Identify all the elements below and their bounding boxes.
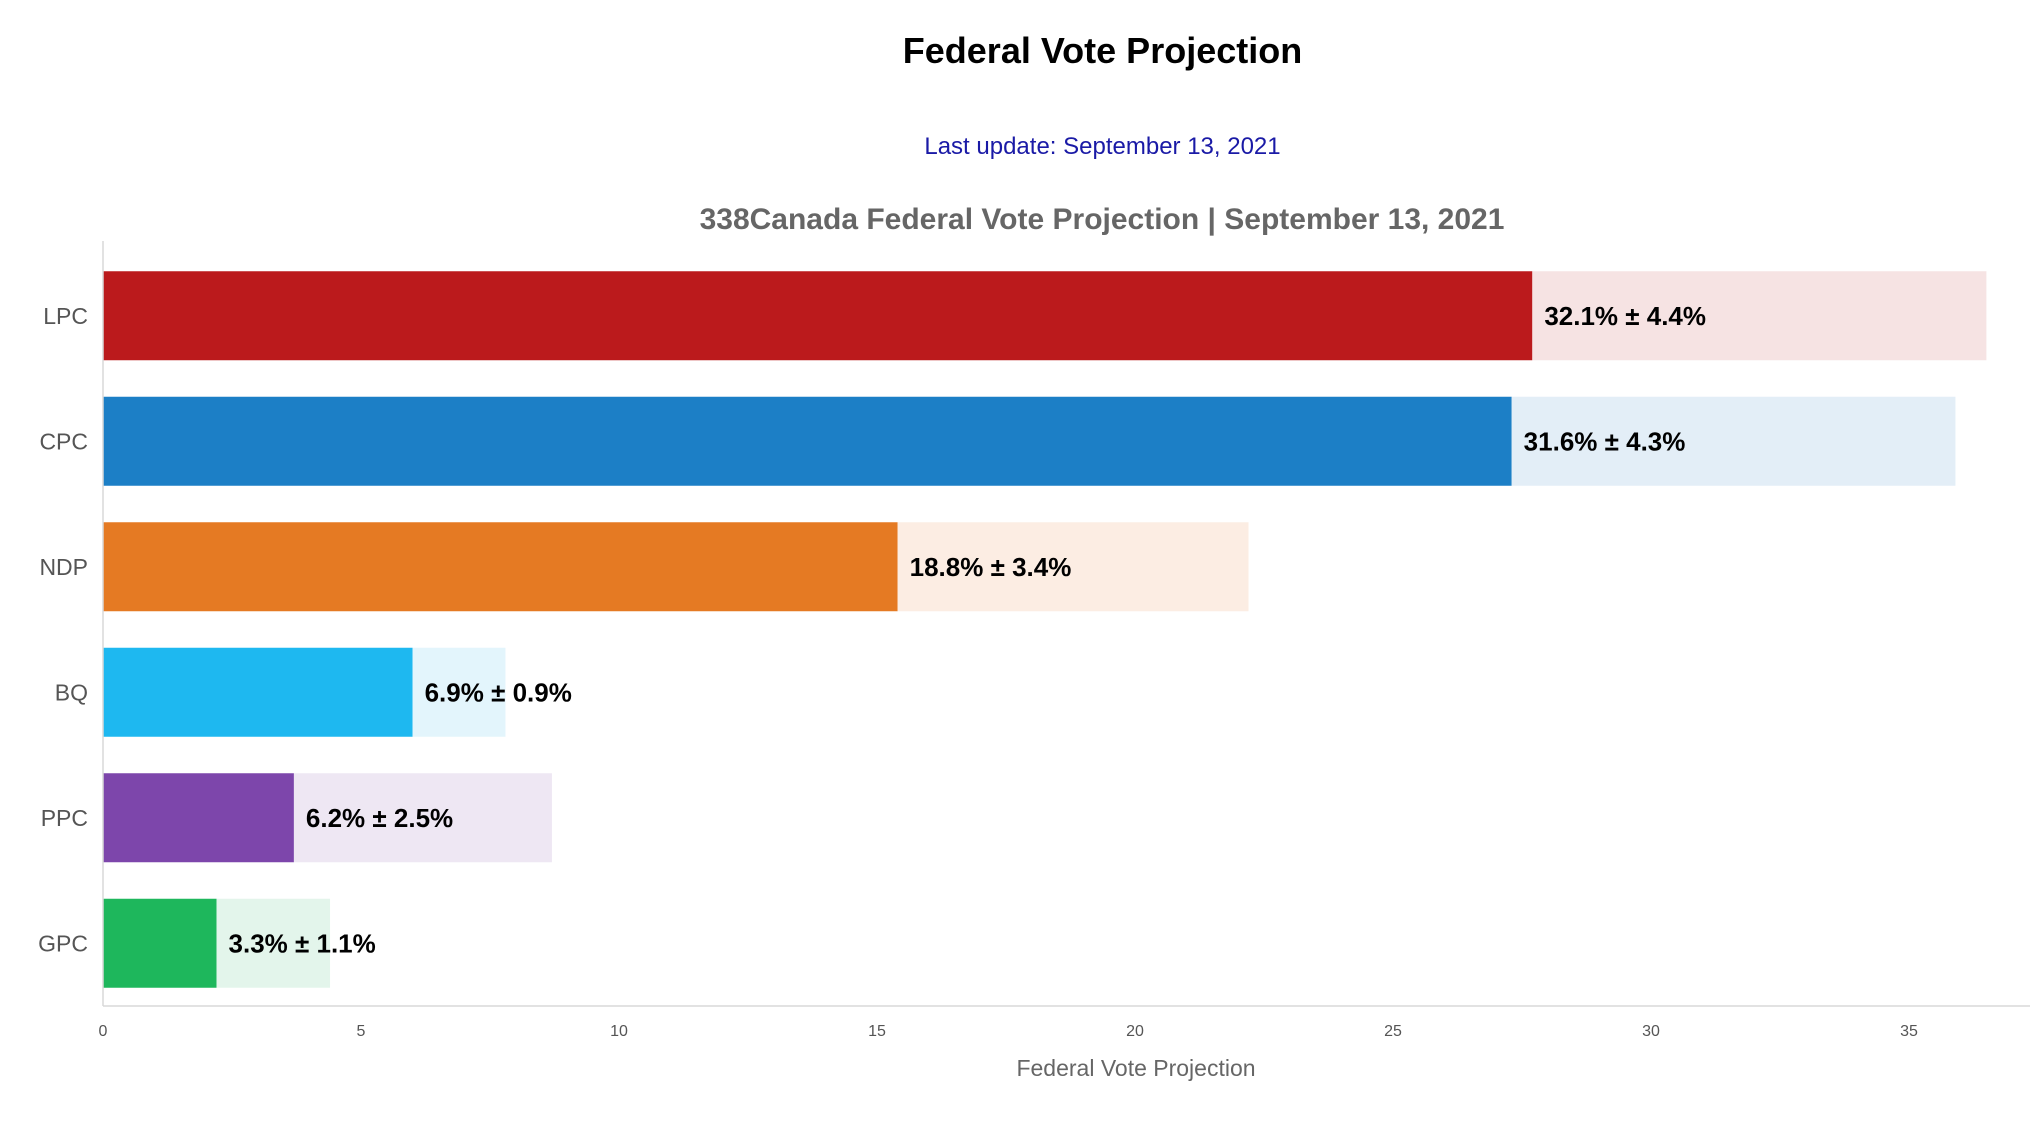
bar-ppc (103, 773, 294, 863)
bar-range-ppc (293, 773, 552, 863)
data-label-gpc: 3.3% ± 1.1% (229, 928, 376, 958)
bar-range-bq (412, 647, 506, 737)
data-label-ndp: 18.8% ± 3.4% (910, 552, 1072, 582)
data-label-ppc: 6.2% ± 2.5% (306, 803, 453, 833)
vote-projection-chart: 338Canada Federal Vote Projection | Sept… (38, 203, 2030, 1081)
last-update-text: Last update: September 13, 2021 (924, 133, 1281, 160)
x-tick-label: 20 (1126, 1023, 1144, 1040)
bar-lpc (103, 271, 1533, 361)
bar-ndp (103, 522, 898, 612)
chart-title: 338Canada Federal Vote Projection | Sept… (700, 203, 1505, 236)
bar-bq (103, 647, 413, 737)
bar-range-lpc (1532, 271, 1987, 361)
bar-gpc (103, 898, 217, 988)
x-tick-label: 5 (357, 1023, 366, 1040)
data-label-lpc: 32.1% ± 4.4% (1544, 301, 1706, 331)
category-label-ndp: NDP (39, 554, 88, 580)
x-tick-label: 35 (1900, 1023, 1918, 1040)
x-tick-label: 25 (1384, 1023, 1402, 1040)
bar-range-ndp (897, 522, 1249, 612)
x-tick-label: 10 (610, 1023, 628, 1040)
x-axis-title: Federal Vote Projection (1016, 1055, 1255, 1081)
x-tick-label: 15 (868, 1023, 886, 1040)
data-label-cpc: 31.6% ± 4.3% (1524, 426, 1686, 456)
page-title: Federal Vote Projection (902, 30, 1303, 71)
category-label-bq: BQ (55, 679, 88, 705)
category-label-lpc: LPC (43, 303, 88, 329)
category-label-ppc: PPC (41, 805, 88, 831)
bar-cpc (103, 396, 1512, 486)
data-label-bq: 6.9% ± 0.9% (425, 677, 572, 707)
x-tick-label: 30 (1642, 1023, 1660, 1040)
bar-range-cpc (1511, 396, 1956, 486)
bar-range-gpc (216, 898, 331, 988)
x-tick-label: 0 (99, 1023, 108, 1040)
category-label-cpc: CPC (39, 428, 88, 454)
category-label-gpc: GPC (38, 930, 88, 956)
